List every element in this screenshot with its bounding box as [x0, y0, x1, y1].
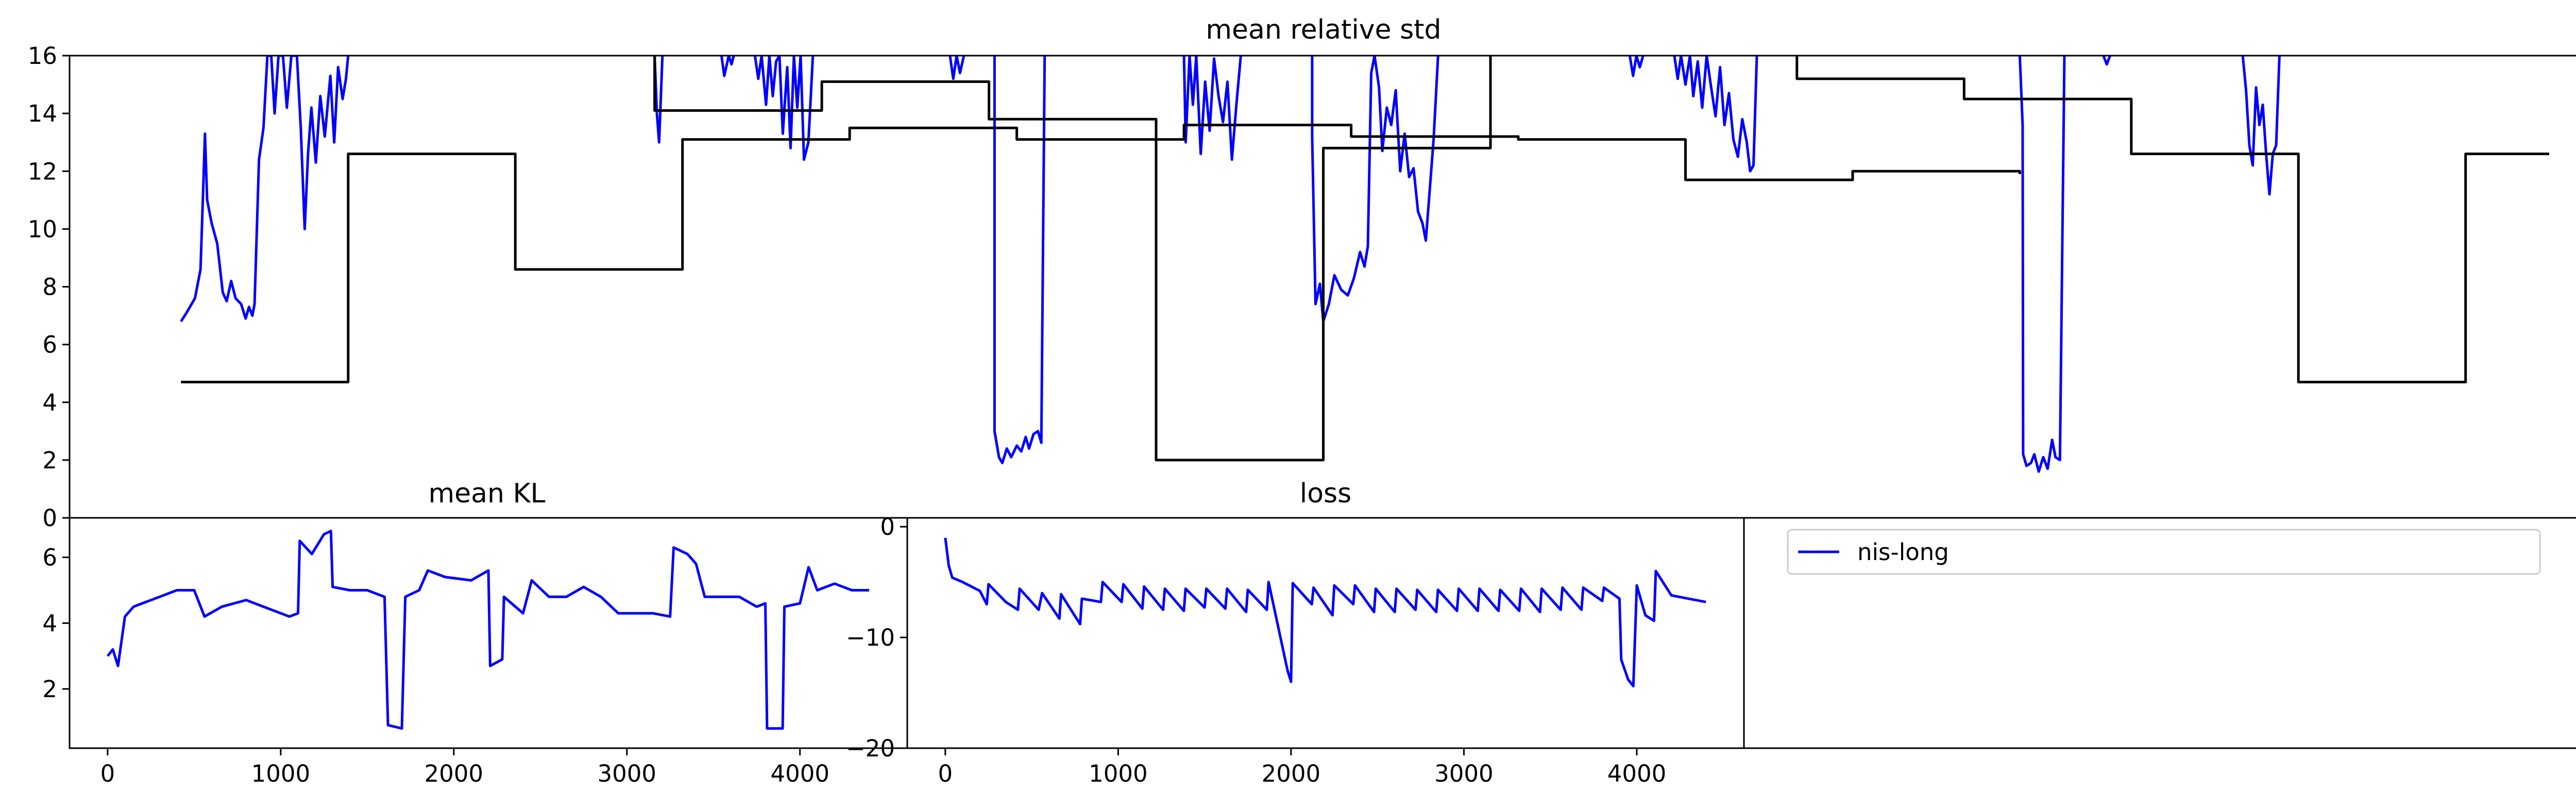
std-ytick-label: 0: [42, 504, 57, 532]
loss-chart-title: loss: [1300, 478, 1351, 509]
loss-nis-long-series-line: [944, 537, 1706, 688]
legend-label-nis-long: nis-long: [1857, 538, 1949, 566]
kl-xtick-label: 1000: [251, 760, 311, 787]
kl-chart-title: mean KL: [428, 478, 545, 509]
loss-xtick-label: 0: [938, 760, 953, 787]
kl-xtick-label: 4000: [770, 760, 829, 787]
kl-xtick-label: 2000: [425, 760, 484, 787]
legend-panel: nis-long: [1743, 517, 2576, 749]
std-chart-title: mean relative std: [1206, 14, 1441, 45]
kl-ytick-label: 4: [42, 610, 57, 637]
std-ytick-label: 10: [28, 215, 57, 243]
std-ytick-label: 12: [28, 158, 57, 185]
mean-kl-chart: mean KL 2 4 6 0 1000 2000 3000 4000: [42, 478, 908, 787]
legend-box: [1787, 529, 2541, 575]
std-ytick-label: 14: [28, 100, 57, 127]
kl-xtick-label: 0: [100, 760, 115, 787]
std-ytick-label: 16: [28, 42, 57, 70]
loss-ytick-label: −20: [846, 735, 895, 762]
std-reference-series-line: [181, 56, 2549, 462]
kl-ytick-label: 6: [42, 544, 57, 571]
std-ytick-label: 2: [42, 447, 57, 474]
legend-panel-frame: [1743, 517, 2576, 749]
kl-xtick-label: 3000: [597, 760, 656, 787]
loss-chart: loss 0 −10 −20 0 1000 2000 3000 4000: [846, 478, 1745, 787]
std-nis-long-series-line: [180, 56, 2281, 473]
loss-xtick-label: 3000: [1434, 760, 1494, 787]
std-ytick-label: 6: [42, 331, 57, 359]
loss-ytick-label: 0: [880, 513, 895, 541]
kl-nis-long-series-line: [106, 530, 870, 730]
loss-ytick-label: −10: [846, 624, 895, 651]
loss-axes-frame: [906, 517, 1745, 749]
mean-relative-std-chart: mean relative std 0 2 4 6 8 10 12 14 16: [28, 14, 2576, 532]
loss-xtick-label: 2000: [1262, 760, 1321, 787]
kl-ytick-label: 2: [42, 676, 57, 703]
loss-xtick-label: 4000: [1607, 760, 1667, 787]
loss-xtick-label: 1000: [1089, 760, 1148, 787]
std-ytick-label: 8: [42, 274, 57, 301]
std-ytick-label: 4: [42, 389, 57, 416]
